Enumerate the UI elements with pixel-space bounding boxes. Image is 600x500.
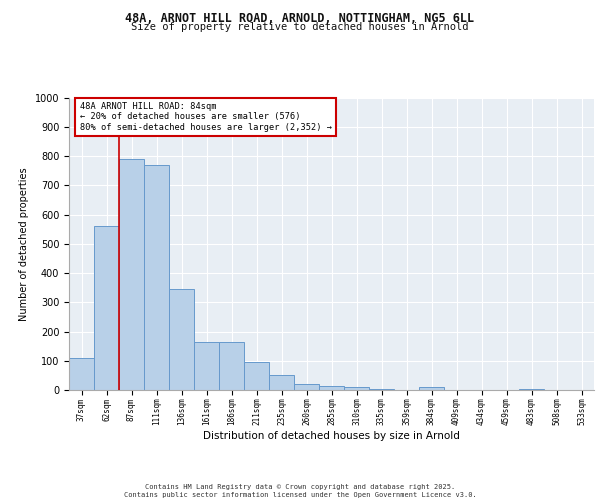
Bar bbox=[319, 386, 344, 390]
Bar bbox=[419, 387, 444, 390]
Bar bbox=[269, 376, 294, 390]
Bar bbox=[294, 384, 319, 390]
Bar bbox=[69, 358, 94, 390]
Bar bbox=[119, 159, 144, 390]
Y-axis label: Number of detached properties: Number of detached properties bbox=[19, 167, 29, 320]
Bar bbox=[169, 289, 194, 390]
Bar bbox=[344, 387, 369, 390]
Text: 48A, ARNOT HILL ROAD, ARNOLD, NOTTINGHAM, NG5 6LL: 48A, ARNOT HILL ROAD, ARNOLD, NOTTINGHAM… bbox=[125, 12, 475, 26]
Bar bbox=[244, 362, 269, 390]
Text: Contains HM Land Registry data © Crown copyright and database right 2025.
Contai: Contains HM Land Registry data © Crown c… bbox=[124, 484, 476, 498]
Bar bbox=[369, 388, 394, 390]
Text: Size of property relative to detached houses in Arnold: Size of property relative to detached ho… bbox=[131, 22, 469, 32]
Bar bbox=[219, 342, 244, 390]
Bar bbox=[94, 226, 119, 390]
Bar bbox=[144, 165, 169, 390]
Bar bbox=[194, 342, 219, 390]
X-axis label: Distribution of detached houses by size in Arnold: Distribution of detached houses by size … bbox=[203, 431, 460, 441]
Text: 48A ARNOT HILL ROAD: 84sqm
← 20% of detached houses are smaller (576)
80% of sem: 48A ARNOT HILL ROAD: 84sqm ← 20% of deta… bbox=[79, 102, 331, 132]
Bar bbox=[519, 388, 544, 390]
